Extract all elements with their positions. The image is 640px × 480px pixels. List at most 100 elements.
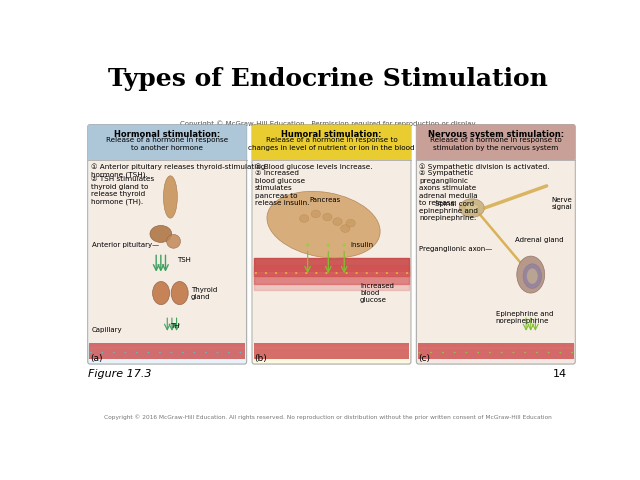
- Text: Adrenal gland: Adrenal gland: [515, 237, 563, 243]
- Ellipse shape: [454, 352, 456, 353]
- Ellipse shape: [205, 352, 207, 353]
- Text: Anterior pituitary—: Anterior pituitary—: [92, 242, 159, 248]
- Ellipse shape: [300, 215, 309, 222]
- FancyBboxPatch shape: [418, 343, 573, 359]
- Ellipse shape: [365, 272, 368, 274]
- Ellipse shape: [316, 272, 317, 274]
- Ellipse shape: [150, 226, 172, 242]
- Ellipse shape: [333, 218, 342, 226]
- Text: Nerve
signal: Nerve signal: [552, 197, 572, 210]
- Ellipse shape: [101, 352, 103, 353]
- FancyBboxPatch shape: [253, 347, 410, 349]
- Text: 14: 14: [552, 370, 566, 380]
- Text: Release of a hormone in response
to another hormone: Release of a hormone in response to anot…: [106, 137, 228, 151]
- Ellipse shape: [113, 352, 115, 353]
- Ellipse shape: [152, 281, 170, 305]
- FancyBboxPatch shape: [88, 160, 246, 345]
- Ellipse shape: [311, 210, 321, 218]
- Ellipse shape: [335, 272, 338, 274]
- Text: Spinal cord: Spinal cord: [435, 202, 474, 207]
- Ellipse shape: [571, 352, 573, 353]
- Ellipse shape: [406, 272, 408, 274]
- Ellipse shape: [513, 352, 515, 353]
- Ellipse shape: [275, 272, 277, 274]
- Ellipse shape: [396, 272, 398, 274]
- Text: ② Increased
blood glucose
stimulates
pancreas to
release insulin.: ② Increased blood glucose stimulates pan…: [255, 170, 310, 206]
- Text: Hormonal stimulation:: Hormonal stimulation:: [114, 130, 220, 139]
- Ellipse shape: [355, 272, 358, 274]
- Ellipse shape: [523, 264, 541, 288]
- Ellipse shape: [346, 272, 348, 274]
- Text: Increased
blood
glucose: Increased blood glucose: [360, 283, 394, 303]
- Ellipse shape: [548, 352, 550, 353]
- FancyBboxPatch shape: [88, 125, 246, 160]
- Ellipse shape: [516, 256, 545, 293]
- Text: (c): (c): [419, 353, 431, 362]
- Ellipse shape: [267, 192, 380, 258]
- Ellipse shape: [265, 272, 267, 274]
- Ellipse shape: [465, 352, 467, 353]
- Ellipse shape: [285, 272, 287, 274]
- Text: Release of a hormone in response to
changes in level of nutrient or ion in the b: Release of a hormone in response to chan…: [248, 137, 415, 151]
- Ellipse shape: [228, 352, 230, 353]
- Text: ① Blood glucose levels increase.: ① Blood glucose levels increase.: [255, 163, 372, 169]
- Ellipse shape: [489, 352, 491, 353]
- Ellipse shape: [442, 352, 444, 353]
- FancyBboxPatch shape: [417, 125, 575, 160]
- Text: Types of Endocrine Stimulation: Types of Endocrine Stimulation: [108, 67, 548, 91]
- Text: Preganglionic axon—: Preganglionic axon—: [419, 246, 492, 252]
- Text: Release of a hormone in response to
stimulation by the nervous system: Release of a hormone in response to stim…: [430, 137, 562, 151]
- Text: TSH: TSH: [177, 257, 191, 263]
- Ellipse shape: [216, 352, 218, 353]
- Ellipse shape: [527, 268, 538, 284]
- Ellipse shape: [524, 352, 526, 353]
- Ellipse shape: [386, 272, 388, 274]
- Ellipse shape: [171, 281, 188, 305]
- Ellipse shape: [500, 352, 502, 353]
- Ellipse shape: [465, 204, 479, 213]
- Text: (b): (b): [254, 353, 267, 362]
- Ellipse shape: [166, 234, 180, 248]
- Ellipse shape: [419, 352, 420, 353]
- Text: Copyright © 2016 McGraw-Hill Education. All rights reserved. No reproduction or : Copyright © 2016 McGraw-Hill Education. …: [104, 414, 552, 420]
- Ellipse shape: [306, 243, 309, 247]
- Ellipse shape: [147, 352, 149, 353]
- FancyBboxPatch shape: [90, 343, 245, 359]
- FancyBboxPatch shape: [252, 125, 411, 364]
- Text: Pancreas: Pancreas: [309, 196, 340, 203]
- Ellipse shape: [340, 225, 350, 232]
- FancyBboxPatch shape: [88, 125, 246, 364]
- Text: Humoral stimulation:: Humoral stimulation:: [281, 130, 381, 139]
- Ellipse shape: [182, 352, 184, 353]
- Text: TH: TH: [170, 324, 180, 329]
- Ellipse shape: [163, 176, 177, 218]
- Ellipse shape: [170, 352, 172, 353]
- Text: Capillary: Capillary: [92, 327, 122, 333]
- Text: ② Sympathetic
preganglionic
axons stimulate
adrenal medulla
to release
epinephri: ② Sympathetic preganglionic axons stimul…: [419, 170, 479, 221]
- Ellipse shape: [376, 272, 378, 274]
- Ellipse shape: [295, 272, 298, 274]
- Ellipse shape: [559, 352, 561, 353]
- Ellipse shape: [255, 272, 257, 274]
- Text: Figure 17.3: Figure 17.3: [88, 370, 151, 380]
- FancyBboxPatch shape: [253, 343, 410, 359]
- Text: ① Sympathetic division is activated.: ① Sympathetic division is activated.: [419, 163, 550, 169]
- FancyBboxPatch shape: [253, 160, 410, 345]
- Text: ② TSH stimulates
thyroid gland to
release thyroid
hormone (TH).: ② TSH stimulates thyroid gland to releas…: [91, 176, 154, 205]
- Ellipse shape: [327, 243, 330, 247]
- Ellipse shape: [323, 213, 332, 221]
- FancyBboxPatch shape: [90, 347, 245, 349]
- FancyBboxPatch shape: [417, 160, 575, 345]
- Text: Insulin: Insulin: [351, 242, 374, 248]
- Ellipse shape: [346, 219, 355, 227]
- Ellipse shape: [239, 352, 241, 353]
- Ellipse shape: [136, 352, 138, 353]
- FancyBboxPatch shape: [418, 347, 573, 349]
- Text: ① Anterior pituitary releases thyroid-stimulating
hormone (TSH).: ① Anterior pituitary releases thyroid-st…: [91, 163, 265, 178]
- Ellipse shape: [325, 272, 328, 274]
- Text: Nervous system stimulation:: Nervous system stimulation:: [428, 130, 564, 139]
- Ellipse shape: [536, 352, 538, 353]
- Text: (a): (a): [90, 353, 102, 362]
- Text: Thyroid
gland: Thyroid gland: [191, 287, 217, 300]
- Ellipse shape: [460, 199, 484, 217]
